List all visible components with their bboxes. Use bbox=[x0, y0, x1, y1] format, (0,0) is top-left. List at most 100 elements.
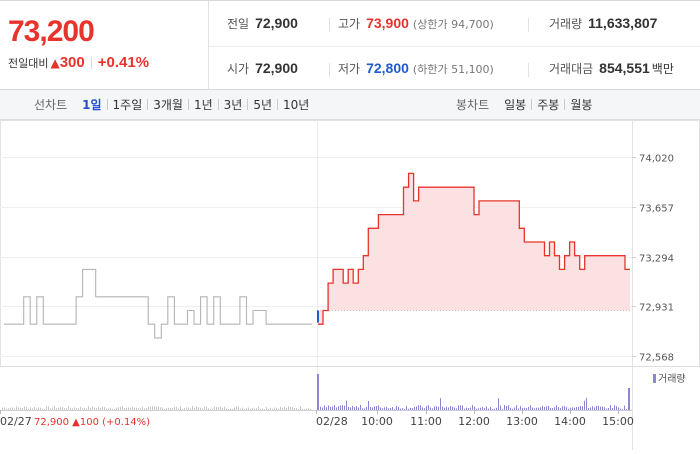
volume-bar bbox=[500, 405, 501, 410]
volume-bar bbox=[360, 405, 361, 410]
volume-bar bbox=[492, 408, 493, 410]
volume-bar bbox=[214, 406, 215, 410]
volume-bar bbox=[136, 407, 137, 410]
tab-1-day[interactable]: 1일 bbox=[82, 98, 102, 112]
volume-bar bbox=[64, 408, 65, 410]
volume-bar bbox=[150, 406, 151, 410]
volume-bar bbox=[84, 407, 85, 410]
volume-bar bbox=[216, 406, 217, 410]
tab-10-years[interactable]: 10년 bbox=[283, 98, 310, 112]
volume-bar bbox=[12, 407, 13, 410]
prev-day-legend: 72,900 ▲100 (+0.14%) bbox=[34, 417, 150, 428]
volume-bar bbox=[246, 408, 247, 410]
volume-bar bbox=[304, 408, 305, 410]
volume-bar bbox=[192, 406, 193, 410]
volume-bar bbox=[302, 408, 303, 410]
volume-bar bbox=[238, 406, 239, 410]
volume-bar bbox=[78, 408, 79, 410]
volume-bar bbox=[50, 408, 51, 410]
volume-bar bbox=[2, 407, 3, 410]
volume-bar bbox=[582, 406, 583, 410]
volume-bar bbox=[534, 408, 535, 410]
volume-bar bbox=[604, 407, 605, 410]
volume-bar bbox=[538, 407, 539, 410]
volume-bar bbox=[72, 408, 73, 410]
divider bbox=[187, 99, 189, 110]
volume-bar bbox=[334, 405, 335, 410]
volume-bar bbox=[94, 407, 95, 410]
volume-bar bbox=[38, 407, 39, 410]
volume-bar bbox=[172, 407, 173, 410]
volume-bar bbox=[122, 406, 123, 410]
volume-bar bbox=[374, 406, 375, 410]
volume-bar bbox=[454, 407, 455, 410]
volume-bar bbox=[212, 408, 213, 410]
volume-bar bbox=[470, 407, 471, 410]
volume-bar bbox=[412, 408, 413, 410]
volume-bar bbox=[62, 406, 63, 410]
volume-bar bbox=[48, 406, 49, 410]
volume-bar bbox=[317, 374, 319, 410]
volume-bar bbox=[398, 406, 399, 410]
volume-bar bbox=[210, 408, 211, 410]
volume-bar bbox=[446, 406, 447, 410]
volume-bar bbox=[598, 405, 599, 410]
tab-1-year[interactable]: 1년 bbox=[193, 98, 213, 112]
volume-bar bbox=[458, 405, 459, 410]
tab-weekly-candle[interactable]: 주봉 bbox=[537, 98, 560, 112]
x-tick-label: 13:00 bbox=[506, 415, 538, 428]
price-chart-svg: 74,020 73,657 73,294 72,931 72,568 거래량 02/27 02… bbox=[0, 120, 700, 450]
volume-bar bbox=[484, 408, 485, 410]
stat-high: 고가 73,900 (상한가 94,700) bbox=[338, 15, 494, 32]
volume-bar bbox=[300, 406, 301, 410]
volume-bar bbox=[306, 408, 307, 410]
volume-bar bbox=[152, 406, 153, 410]
volume-bar bbox=[68, 406, 69, 410]
upper-limit: (상한가 94,700) bbox=[412, 18, 494, 31]
volume-bar bbox=[522, 408, 523, 410]
volume-bar bbox=[330, 407, 331, 410]
volume-bar bbox=[180, 406, 181, 410]
series-area-today bbox=[318, 173, 630, 325]
tab-monthly-candle[interactable]: 월봉 bbox=[570, 98, 593, 112]
volume-bar bbox=[58, 407, 59, 410]
volume-bar bbox=[202, 408, 203, 410]
volume-bar bbox=[242, 407, 243, 410]
volume-bar bbox=[478, 408, 479, 410]
volume-bar bbox=[498, 398, 499, 410]
volume-bar bbox=[422, 407, 423, 410]
stat-trade-value: 거래대금 854,551 백만 bbox=[549, 60, 674, 77]
volume-bar bbox=[80, 406, 81, 410]
stat-unit: 백만 bbox=[651, 62, 674, 76]
tab-3-months[interactable]: 3개월 bbox=[153, 98, 183, 112]
volume-bar bbox=[340, 405, 341, 410]
volume-bar bbox=[588, 408, 589, 410]
volume-bar bbox=[272, 408, 273, 410]
volume-bar bbox=[194, 407, 195, 410]
volume-bar bbox=[266, 407, 267, 410]
volume-bar bbox=[480, 407, 481, 410]
stat-value: 72,900 bbox=[255, 15, 298, 31]
tab-daily-candle[interactable]: 일봉 bbox=[504, 98, 527, 112]
volume-bar bbox=[602, 406, 603, 410]
volume-bar bbox=[268, 408, 269, 410]
volume-bar bbox=[494, 408, 495, 410]
volume-bar bbox=[6, 408, 7, 410]
tab-1-week[interactable]: 1주일 bbox=[112, 98, 143, 112]
volume-bar bbox=[294, 408, 295, 410]
volume-bar bbox=[258, 406, 259, 410]
prev-day-compare-label: 전일대비 bbox=[8, 56, 49, 70]
volume-bar bbox=[380, 407, 381, 410]
tab-3-years[interactable]: 3년 bbox=[223, 98, 243, 112]
volume-bar bbox=[468, 408, 469, 410]
volume-bar bbox=[530, 405, 531, 410]
tab-5-years[interactable]: 5년 bbox=[253, 98, 273, 112]
x-tick-label: 12:00 bbox=[458, 415, 490, 428]
volume-bar bbox=[170, 408, 171, 410]
volume-bar bbox=[344, 405, 345, 410]
volume-bar bbox=[444, 407, 445, 410]
volume-bar bbox=[416, 406, 417, 410]
volume-bar bbox=[200, 407, 201, 410]
volume-bar bbox=[368, 400, 369, 410]
volume-bar bbox=[204, 406, 205, 410]
